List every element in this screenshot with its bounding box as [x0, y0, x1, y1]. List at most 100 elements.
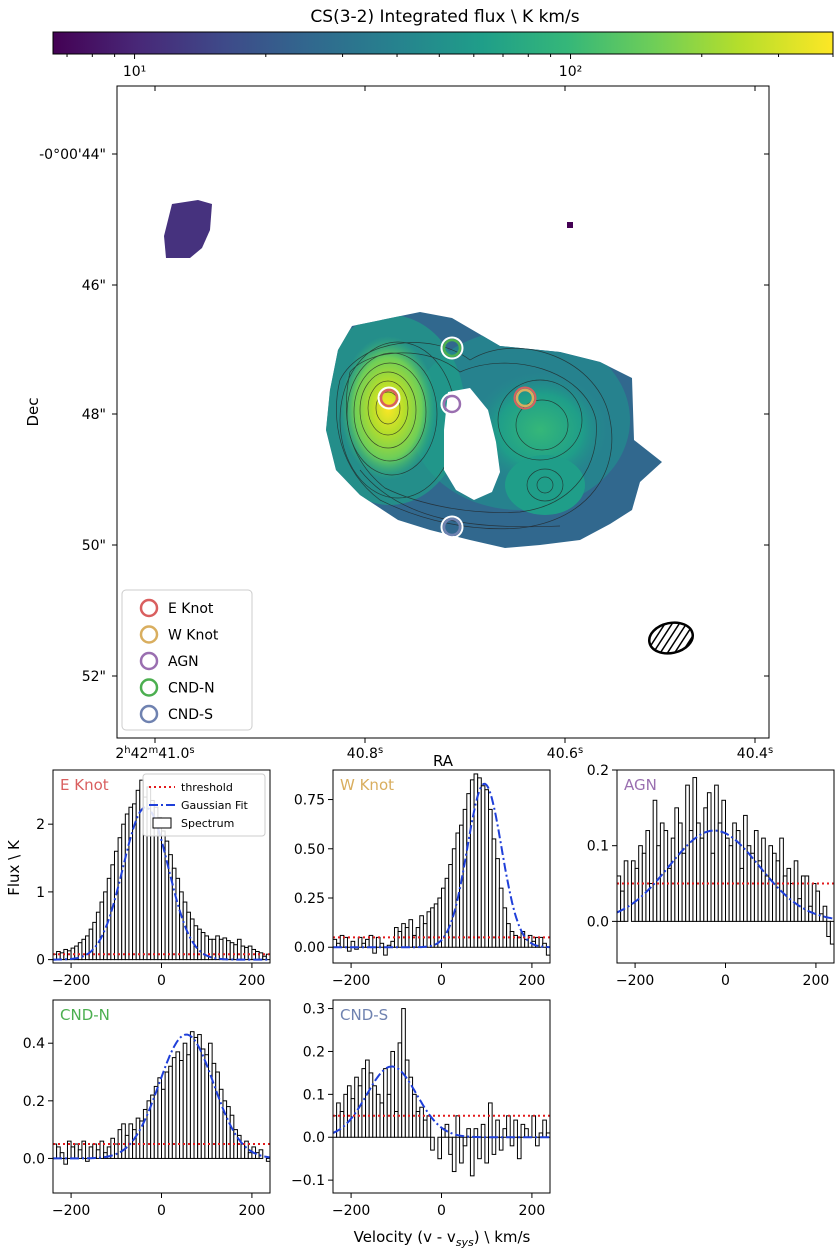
w-knot-marker — [515, 388, 535, 408]
spectrum-bar — [226, 940, 231, 961]
y-tick-label: 0.0 — [303, 1130, 325, 1146]
spectrum-bar — [357, 936, 363, 948]
spectrum-bar — [222, 937, 228, 961]
spectrum-bar — [477, 777, 482, 948]
spectrum-bar — [826, 920, 831, 938]
spectrum-bar — [495, 858, 500, 948]
colorbar: CS(3-2) Integrated flux \ K km/s 10¹ 10² — [52, 7, 834, 80]
spectrum-bar — [753, 830, 759, 922]
legend-spectrum-swatch — [152, 817, 172, 829]
spectrum-bar — [240, 945, 246, 961]
agn-marker — [442, 394, 462, 414]
legend-marker — [139, 704, 159, 724]
spectrum-bar — [768, 845, 774, 922]
spectrum-bar — [721, 799, 727, 922]
dec-tick-label: -0°00'44" — [39, 147, 106, 163]
spectrum-bar — [179, 891, 184, 961]
spectrum-bar — [404, 1059, 410, 1138]
spectrum-bar — [375, 936, 381, 948]
spectrum-bar — [772, 852, 777, 922]
spectrum-bar — [95, 911, 101, 961]
y-tick-label: 0.00 — [294, 940, 325, 956]
legend-marker — [139, 651, 159, 671]
spectrum-bar — [182, 1042, 188, 1159]
spectrum-title: CND-S — [340, 1006, 388, 1024]
spectrum-bar — [211, 938, 217, 961]
velocity-label-sub: sys — [456, 1236, 474, 1249]
spectrum-bar — [70, 1146, 76, 1159]
spectrum-bar — [466, 793, 471, 948]
spectrum-bar — [113, 850, 119, 961]
spectrum-bar — [477, 1136, 482, 1160]
spectrum-bar — [204, 1054, 210, 1159]
w-knot-marker-halo — [513, 386, 537, 410]
gaussian-fit — [333, 782, 550, 949]
spectrum-bar — [743, 814, 748, 922]
spectrum-bar — [197, 1034, 202, 1159]
spectrum-bar — [88, 1146, 94, 1159]
spectrum-bar — [168, 854, 173, 961]
spectrum-bar — [725, 837, 730, 922]
x-tick-label: −200 — [52, 973, 90, 989]
y-tick-label: 0.2 — [303, 1044, 325, 1060]
spectrum-bar — [750, 852, 755, 922]
spectrum-bar — [393, 927, 399, 948]
spectrum-bar — [822, 905, 828, 922]
x-tick-label: −200 — [332, 973, 370, 989]
gaussian-fit — [53, 1033, 270, 1160]
legend-label: CND-S — [168, 707, 213, 723]
spectrum-bar — [419, 915, 424, 948]
spectrum-bar — [135, 1117, 141, 1159]
y-tick-label: 0.50 — [294, 842, 325, 858]
spectrum-bar — [354, 1076, 359, 1138]
ra-tick-label: 40.8s — [347, 745, 383, 762]
spectrum-bar — [113, 1143, 119, 1159]
spectrum-bar — [638, 845, 643, 922]
dec-axis: -0°00'44" 46" 48" 50" 52" — [39, 147, 769, 685]
y-tick-label: 0.0 — [587, 914, 609, 930]
spectrum-bar — [641, 852, 647, 922]
spectrum-bar — [659, 822, 665, 922]
spectrum-bar — [620, 890, 625, 922]
cnd-n-marker-halo — [440, 336, 464, 360]
x-tick-label: 200 — [803, 973, 830, 989]
spectrum-legend-label: Gaussian Fit — [181, 799, 249, 812]
spectrum-bar — [189, 1031, 195, 1159]
spectrum-bar — [459, 1136, 464, 1164]
spectrum-bar — [244, 1140, 249, 1159]
colorbar-tick-label: 10² — [559, 64, 582, 80]
x-tick-label: 200 — [239, 973, 266, 989]
y-tick-label: 0.4 — [23, 1036, 45, 1052]
gaussian-fit — [617, 829, 834, 920]
spectrum-panel-e-knot: E Knot 0 1 2 −200 0 200 threshold Gaussian Fit Sp… — [36, 769, 271, 989]
spectrum-bar — [462, 808, 468, 948]
spectrum-bar — [215, 1071, 220, 1159]
x-tick-label: 200 — [239, 1203, 266, 1219]
spectrum-bar — [524, 1128, 529, 1138]
spectrum-bar — [677, 822, 683, 922]
spectrum-bar — [634, 867, 640, 922]
colorbar-bar — [52, 31, 834, 55]
spectrum-bar — [451, 848, 457, 948]
spectrum-bar — [92, 1143, 97, 1159]
spectrum-bar — [426, 1115, 432, 1138]
spectrum-bar — [815, 890, 821, 922]
dec-tick-label: 48" — [82, 407, 106, 423]
spectrum-bar — [498, 1136, 504, 1151]
e-knot-marker-halo — [377, 386, 401, 410]
spectrum-bar — [401, 923, 406, 948]
spectrum-bar — [542, 942, 547, 948]
ra-tick-label: 40.4s — [737, 745, 773, 762]
central-hole — [444, 388, 500, 500]
spectrum-bar — [829, 920, 834, 945]
spectrum-bar — [506, 923, 511, 948]
spectrum-bar — [99, 1140, 105, 1159]
spectrum-bar — [509, 930, 515, 948]
spectrum-bar — [674, 807, 679, 922]
spectrum-bar — [488, 1102, 493, 1138]
spectrum-bar — [110, 864, 115, 961]
spectrum-bar — [422, 1119, 428, 1138]
spectrum-bar — [623, 860, 629, 922]
spectrum-bar — [699, 837, 705, 922]
